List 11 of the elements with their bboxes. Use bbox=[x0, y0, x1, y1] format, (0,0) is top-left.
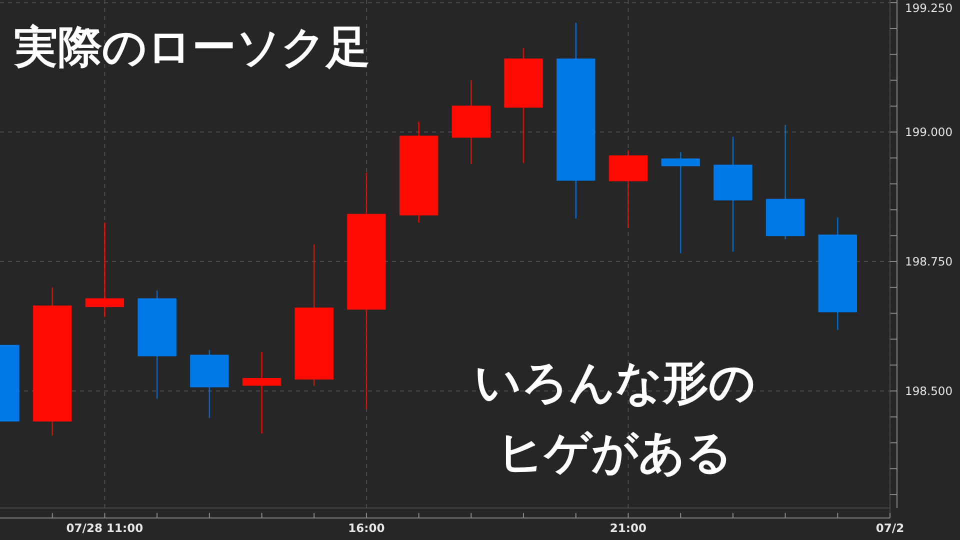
y-tick-label: 198.750 bbox=[905, 254, 953, 269]
annotation: いろんな形の bbox=[474, 355, 756, 409]
x-tick-label: 21:00 bbox=[610, 521, 647, 535]
y-tick-label: 199.000 bbox=[905, 125, 953, 140]
y-tick-label: 198.500 bbox=[905, 384, 953, 398]
x-tick-label: 07/28 11:00 bbox=[66, 521, 144, 535]
x-tick-label: 07/2 bbox=[876, 521, 904, 535]
annotation: ヒゲがある bbox=[498, 425, 732, 479]
text: 実際のローソク足 bbox=[13, 22, 370, 73]
y-tick-label: 199.250 bbox=[905, 1, 953, 15]
x-tick-label: 16:00 bbox=[348, 521, 385, 535]
